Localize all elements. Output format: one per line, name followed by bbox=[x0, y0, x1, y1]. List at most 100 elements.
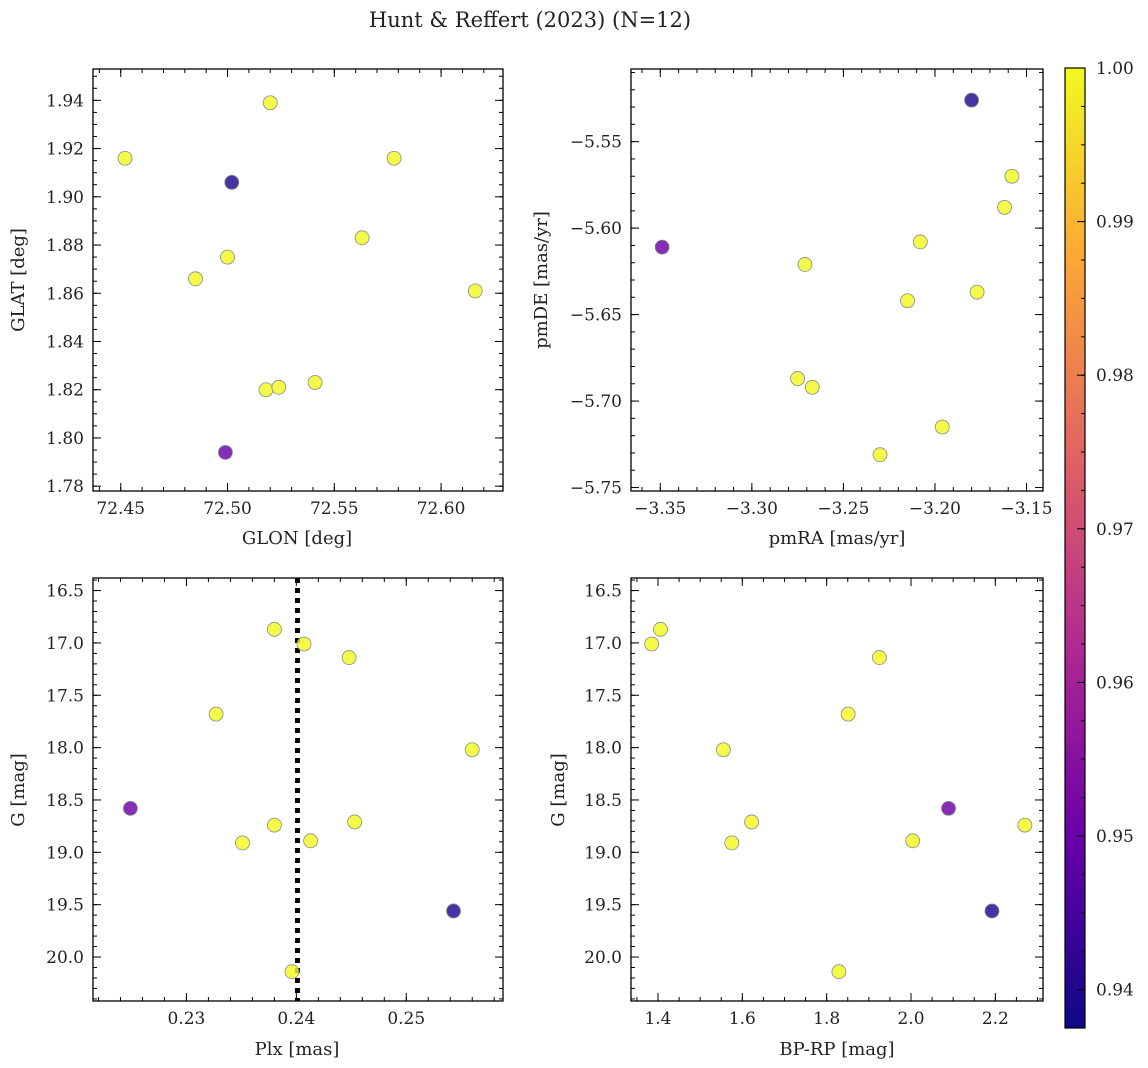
y-tick-label: 20.0 bbox=[584, 948, 622, 968]
data-point bbox=[354, 230, 370, 246]
data-point bbox=[271, 379, 287, 395]
colorbar-tick-label: 0.96 bbox=[1096, 673, 1134, 693]
colorbar-gradient bbox=[1064, 67, 1086, 1029]
y-tick-label: 1.78 bbox=[46, 477, 84, 497]
data-point bbox=[188, 271, 203, 287]
tick-marks bbox=[631, 578, 1043, 1001]
y-tick-label: 1.88 bbox=[46, 236, 84, 256]
y-tick-label: 1.82 bbox=[46, 381, 84, 401]
y-tick-label: 1.92 bbox=[46, 140, 84, 160]
y-tick-label: 16.5 bbox=[584, 582, 622, 602]
x-tick-label: −3.15 bbox=[1000, 499, 1052, 519]
y-axis-label: G [mag] bbox=[548, 753, 569, 826]
data-point bbox=[1017, 817, 1033, 833]
x-tick-label: 72.45 bbox=[96, 499, 145, 519]
colorbar: 0.94 0.95 0.96 0.97 0.98 0.99 1.00 bbox=[1064, 59, 1134, 1029]
y-tick-label: 17.5 bbox=[584, 686, 622, 706]
panel-glon-glat: GLON [deg] GLAT [deg] 72.45 72.50 72.55 72.… bbox=[8, 68, 504, 549]
colorbar-tick-label: 0.95 bbox=[1096, 827, 1134, 847]
data-point bbox=[208, 706, 224, 722]
tick-marks bbox=[93, 69, 503, 491]
data-point bbox=[744, 814, 760, 830]
colorbar-tick-label: 0.99 bbox=[1096, 213, 1134, 233]
data-point bbox=[724, 835, 740, 851]
x-tick-label: 0.24 bbox=[277, 1009, 315, 1029]
plot-frame bbox=[630, 68, 1044, 492]
x-tick-label: −3.25 bbox=[817, 499, 869, 519]
data-point bbox=[964, 92, 979, 108]
x-tick-label: 1.8 bbox=[813, 1009, 840, 1029]
figure-title: Hunt & Reffert (2023) (N=12) bbox=[369, 8, 691, 32]
y-tick-label: 18.5 bbox=[584, 791, 622, 811]
data-point bbox=[235, 835, 250, 851]
data-point bbox=[284, 964, 300, 980]
y-tick-label: 18.0 bbox=[584, 739, 622, 759]
y-tick-label: −5.75 bbox=[570, 479, 622, 499]
y-tick-label: −5.70 bbox=[570, 392, 622, 412]
x-tick-label: 1.4 bbox=[644, 1009, 671, 1029]
data-point bbox=[905, 833, 921, 849]
data-point bbox=[941, 800, 956, 816]
y-tick-label: 18.5 bbox=[46, 791, 84, 811]
y-tick-label: 19.0 bbox=[584, 843, 622, 863]
x-tick-label: −3.35 bbox=[634, 499, 686, 519]
data-point bbox=[220, 249, 235, 265]
x-tick-label: 72.50 bbox=[203, 499, 252, 519]
y-tick-label: 17.5 bbox=[46, 686, 84, 706]
data-point bbox=[653, 621, 668, 637]
y-tick-label: 20.0 bbox=[46, 948, 84, 968]
data-point bbox=[307, 375, 323, 390]
x-axis-label: BP-RP [mag] bbox=[779, 1039, 894, 1060]
y-tick-label: 19.5 bbox=[46, 896, 84, 916]
x-tick-label: 0.23 bbox=[168, 1009, 206, 1029]
y-tick-label: 1.90 bbox=[46, 188, 84, 208]
x-tick-label: 0.25 bbox=[387, 1009, 425, 1029]
y-tick-label: 17.0 bbox=[584, 634, 622, 654]
tick-marks bbox=[93, 578, 503, 1001]
data-point bbox=[804, 379, 820, 395]
y-tick-label: 17.0 bbox=[46, 634, 84, 654]
colorbar-tick-label: 0.98 bbox=[1096, 366, 1134, 386]
data-point bbox=[654, 239, 670, 255]
panel-pmra-pmde: pmRA [mas/yr] pmDE [mas/yr] −3.35 −3.30 −3… bbox=[531, 68, 1053, 549]
y-tick-label: −5.55 bbox=[570, 133, 622, 153]
y-tick-label: 16.5 bbox=[46, 582, 84, 602]
tick-marks bbox=[631, 69, 1043, 491]
panel-plx-g: Plx [mas] G [mag] 0.23 0.24 0.25 16.5 17.0 17… bbox=[8, 577, 504, 1060]
colorbar-tick-label: 0.94 bbox=[1096, 981, 1134, 1001]
y-tick-label: −5.60 bbox=[570, 219, 622, 239]
data-point bbox=[900, 293, 915, 309]
data-point bbox=[790, 371, 806, 386]
x-tick-label: 2.2 bbox=[982, 1009, 1009, 1029]
data-point bbox=[969, 284, 985, 300]
x-tick-label: −3.30 bbox=[726, 499, 778, 519]
colorbar-tick-label: 0.97 bbox=[1096, 520, 1134, 540]
data-point bbox=[872, 447, 888, 463]
data-point bbox=[217, 445, 233, 460]
colorbar-tick-label: 1.00 bbox=[1096, 59, 1134, 79]
x-tick-label: 72.55 bbox=[310, 499, 359, 519]
y-axis-label: pmDE [mas/yr] bbox=[531, 211, 552, 349]
x-axis-label: pmRA [mas/yr] bbox=[769, 528, 906, 549]
data-point bbox=[984, 903, 1000, 919]
data-point bbox=[715, 742, 731, 758]
x-tick-label: 2.0 bbox=[897, 1009, 924, 1029]
data-point bbox=[266, 817, 282, 833]
data-point bbox=[1004, 168, 1020, 184]
y-tick-label: 1.86 bbox=[46, 284, 84, 304]
y-tick-label: 18.0 bbox=[46, 739, 84, 759]
y-tick-label: −5.65 bbox=[570, 306, 622, 326]
y-axis-label: GLAT [deg] bbox=[8, 228, 29, 332]
y-tick-label: 1.80 bbox=[46, 429, 84, 449]
data-point bbox=[464, 742, 480, 758]
data-point bbox=[871, 650, 887, 665]
data-point bbox=[341, 650, 357, 665]
data-point bbox=[912, 234, 928, 250]
data-point bbox=[934, 419, 950, 435]
panel-bprp-g: BP-RP [mag] G [mag] 1.4 1.6 1.8 2.0 2.2 16.5 1… bbox=[548, 577, 1044, 1060]
data-point bbox=[840, 706, 856, 722]
data-point bbox=[644, 636, 660, 652]
data-point bbox=[224, 174, 240, 190]
y-tick-label: 1.84 bbox=[46, 332, 84, 352]
y-axis-label: G [mag] bbox=[8, 753, 29, 826]
